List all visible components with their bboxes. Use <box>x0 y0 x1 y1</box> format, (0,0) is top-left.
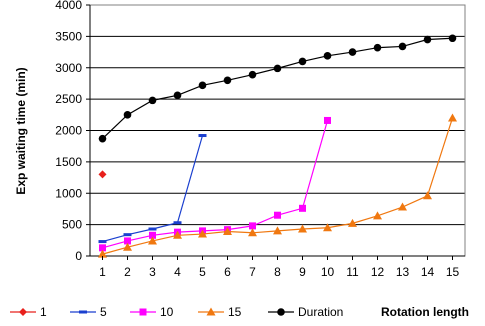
point-duration-x2 <box>123 111 132 119</box>
x-tick-label-3: 3 <box>149 265 156 279</box>
point-15-x12 <box>373 211 382 220</box>
y-tick-label-0: 0 <box>75 249 82 263</box>
point-10-x7 <box>249 222 256 230</box>
legend-item-1: 1 <box>10 305 47 319</box>
point-15-x6 <box>223 227 232 236</box>
y-tick-labels: 0 500 1000 1500 2000 2500 3000 3500 4000 <box>55 0 90 263</box>
x-tick-label-9: 9 <box>299 265 306 279</box>
point-duration-x3 <box>148 96 157 105</box>
x-tick-label-7: 7 <box>249 265 256 279</box>
series-5 <box>98 134 207 244</box>
point-10-x8 <box>274 211 281 219</box>
x-tick-label-4: 4 <box>174 265 181 279</box>
x-tick-label-5: 5 <box>199 265 206 279</box>
point-15-x4 <box>173 230 182 239</box>
x-tick-label-14: 14 <box>421 265 435 279</box>
point-duration-x7 <box>248 70 257 79</box>
point-duration-x15 <box>448 34 457 43</box>
point-5-x3 <box>148 227 157 231</box>
point-10-x1 <box>99 244 106 252</box>
legend-item-10: 10 <box>130 305 174 319</box>
point-10-x3 <box>149 231 156 239</box>
y-tick-label-3500: 3500 <box>55 29 82 43</box>
point-15-x3 <box>148 236 157 245</box>
y-tick-label-3000: 3000 <box>55 61 82 75</box>
y-tick-label-2500: 2500 <box>55 92 82 106</box>
point-duration-x14 <box>423 35 432 44</box>
point-15-x1 <box>98 249 107 258</box>
series-layer <box>98 34 457 258</box>
x-tick-label-15: 15 <box>446 265 460 279</box>
series-1 <box>98 170 107 179</box>
series-line-10 <box>102 120 329 249</box>
series-line-5 <box>102 135 204 243</box>
y-tick-label-2000: 2000 <box>55 124 82 138</box>
point-1-x1 <box>98 170 107 179</box>
point-duration-x11 <box>348 48 357 56</box>
legend-label-1: 1 <box>40 305 47 319</box>
point-15-x7 <box>248 228 257 237</box>
point-15-x2 <box>123 242 132 251</box>
x-tick-label-8: 8 <box>274 265 281 279</box>
y-tick-label-1500: 1500 <box>55 155 82 169</box>
y-tick-label-4000: 4000 <box>55 0 82 12</box>
point-10-x10 <box>324 116 331 124</box>
series-10 <box>99 116 331 252</box>
point-15-x15 <box>448 113 457 122</box>
point-5-x2 <box>123 233 132 237</box>
x-tick-label-1: 1 <box>99 265 106 279</box>
point-5-x4 <box>173 221 182 225</box>
point-duration-x8 <box>273 64 282 73</box>
series-line-duration <box>102 37 453 140</box>
point-duration-x10 <box>323 52 332 60</box>
point-duration-x9 <box>298 57 307 66</box>
series-duration <box>98 34 457 143</box>
series-15 <box>98 113 457 258</box>
legend-item-duration: Duration <box>268 305 343 319</box>
point-15-x8 <box>273 226 282 235</box>
legend-label-10: 10 <box>160 305 174 319</box>
y-tick-label-500: 500 <box>62 218 82 232</box>
point-5-x1 <box>98 240 107 244</box>
point-15-x14 <box>423 191 432 200</box>
x-tick-label-2: 2 <box>124 265 131 279</box>
x-tick-label-10: 10 <box>321 265 335 279</box>
legend-label-15: 15 <box>228 305 242 319</box>
legend-marker-10 <box>139 308 147 316</box>
point-15-x9 <box>298 224 307 233</box>
x-tick-label-12: 12 <box>371 265 385 279</box>
point-15-x11 <box>348 218 357 227</box>
point-10-x2 <box>124 237 131 245</box>
point-10-x9 <box>299 204 306 212</box>
legend-item-15: 15 <box>198 305 242 319</box>
x-tick-label-11: 11 <box>346 265 359 279</box>
x-axis-title: Rotation length <box>381 305 469 319</box>
point-duration-x5 <box>198 81 207 90</box>
legend: 1 5 10 15 Duration <box>10 305 343 319</box>
legend-marker-15 <box>206 307 216 316</box>
point-duration-x6 <box>223 76 232 85</box>
point-15-x13 <box>398 202 407 211</box>
y-axis-title: Exp waiting time (min) <box>14 67 28 194</box>
legend-label-duration: Duration <box>298 305 343 319</box>
legend-marker-1 <box>19 308 27 316</box>
x-tick-label-13: 13 <box>396 265 410 279</box>
point-15-x10 <box>323 223 332 232</box>
legend-item-5: 5 <box>70 305 107 319</box>
point-duration-x13 <box>398 42 407 51</box>
x-tick-labels: 1 2 3 4 5 6 7 8 9 10 11 12 13 14 15 <box>99 256 459 279</box>
point-duration-x1 <box>98 134 107 143</box>
y-tick-label-1000: 1000 <box>55 186 82 200</box>
point-5-x5 <box>198 134 207 138</box>
point-15-x5 <box>198 229 207 238</box>
point-duration-x12 <box>373 43 382 52</box>
x-tick-label-6: 6 <box>224 265 231 279</box>
legend-marker-5 <box>79 310 87 314</box>
legend-label-5: 5 <box>100 305 107 319</box>
legend-marker-duration <box>277 308 285 316</box>
point-duration-x4 <box>173 91 182 100</box>
